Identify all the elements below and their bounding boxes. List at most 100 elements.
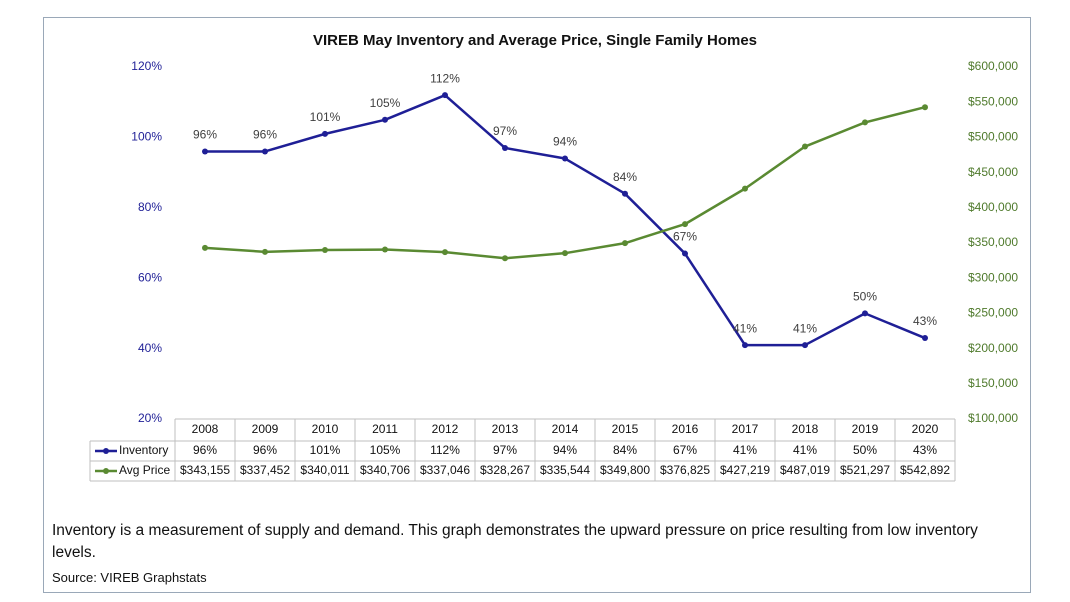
marker: [502, 144, 508, 151]
x-tick-label: 2010: [312, 422, 339, 436]
x-tick-label: 2016: [672, 422, 699, 436]
legend-marker: [103, 468, 109, 474]
y2-tick-label: $250,000: [968, 306, 1018, 320]
table-cell: $337,452: [240, 463, 290, 477]
marker: [502, 255, 508, 262]
x-tick-label: 2019: [852, 422, 879, 436]
legend-label: Inventory: [119, 443, 168, 457]
marker: [202, 244, 208, 251]
x-tick-label: 2014: [552, 422, 579, 436]
y2-tick-label: $500,000: [968, 130, 1018, 144]
data-label: 67%: [673, 230, 697, 244]
x-tick-label: 2017: [732, 422, 759, 436]
data-label: 101%: [310, 110, 341, 124]
marker: [922, 104, 928, 111]
data-label: 50%: [853, 290, 877, 304]
y-tick-label: 100%: [131, 130, 162, 144]
marker: [742, 185, 748, 192]
data-label: 94%: [553, 135, 577, 149]
table-cell: $340,011: [300, 463, 349, 477]
y2-tick-label: $450,000: [968, 165, 1018, 179]
x-tick-label: 2008: [192, 422, 219, 436]
marker: [262, 148, 268, 155]
chart: VIREB May Inventory and Average Price, S…: [89, 32, 1018, 482]
marker: [562, 155, 568, 162]
data-label: 84%: [613, 170, 637, 184]
data-label: 43%: [913, 314, 937, 328]
x-tick-label: 2012: [432, 422, 459, 436]
marker: [322, 247, 328, 254]
table-cell: 43%: [913, 443, 937, 457]
data-label: 41%: [793, 321, 817, 335]
table-cell: 112%: [430, 443, 460, 457]
table-cell: $340,706: [360, 463, 410, 477]
marker: [862, 119, 868, 126]
x-tick-label: 2020: [912, 422, 939, 436]
x-tick-label: 2009: [252, 422, 279, 436]
series-line: [204, 105, 926, 260]
marker: [442, 249, 448, 256]
data-label: 112%: [430, 71, 460, 85]
marker: [802, 342, 808, 349]
note: Inventory is a measurement of supply and…: [52, 522, 978, 561]
y2-tick-label: $300,000: [968, 270, 1018, 284]
table-cell: 67%: [673, 443, 697, 457]
table-cell: $376,825: [660, 463, 710, 477]
marker: [862, 310, 868, 317]
y2-tick-label: $350,000: [968, 235, 1018, 249]
marker: [622, 190, 628, 197]
table-cell: $542,892: [900, 463, 950, 477]
marker: [622, 240, 628, 247]
series-line: [205, 93, 926, 347]
marker: [382, 246, 388, 253]
table-cell: $521,297: [840, 463, 890, 477]
y2-tick-label: $600,000: [968, 59, 1018, 73]
x-tick-label: 2011: [372, 422, 398, 436]
y2-tick-label: $550,000: [968, 94, 1018, 108]
table-cell: 105%: [370, 443, 401, 457]
x-tick-label: 2015: [612, 422, 639, 436]
table-cell: 97%: [493, 443, 517, 457]
legend-marker: [103, 448, 109, 454]
marker: [382, 116, 388, 123]
source: Source: VIREB Graphstats: [52, 570, 207, 585]
x-tick-label: 2013: [492, 422, 519, 436]
table-cell: 94%: [553, 443, 577, 457]
table-cell: $335,544: [540, 463, 590, 477]
y-tick-label: 120%: [131, 59, 162, 73]
marker: [322, 130, 328, 137]
y2-tick-label: $200,000: [968, 341, 1018, 355]
table-cell: $328,267: [480, 463, 530, 477]
table-cell: 41%: [793, 443, 817, 457]
table-cell: $427,219: [720, 463, 770, 477]
table-cell: $349,800: [600, 463, 650, 477]
data-label: 97%: [493, 124, 517, 138]
y2-tick-label: $150,000: [968, 376, 1018, 390]
table-cell: $337,046: [420, 463, 470, 477]
table-cell: 41%: [733, 443, 757, 457]
data-label: 41%: [733, 321, 757, 335]
marker: [682, 250, 688, 257]
table-cell: 101%: [310, 443, 341, 457]
y2-tick-label: $100,000: [968, 411, 1018, 425]
chart-title: VIREB May Inventory and Average Price, S…: [313, 32, 757, 49]
y-tick-label: 60%: [138, 270, 162, 284]
y-tick-label: 40%: [138, 341, 162, 355]
data-label: 96%: [253, 128, 277, 142]
table-cell: 84%: [613, 443, 637, 457]
table-cell: 96%: [253, 443, 277, 457]
legend-label: Avg Price: [119, 463, 170, 477]
marker: [922, 335, 928, 342]
marker: [562, 250, 568, 257]
table-cell: 96%: [193, 443, 217, 457]
y-tick-label: 80%: [138, 200, 162, 214]
y-tick-label: 20%: [138, 411, 162, 425]
frame: [43, 17, 1031, 593]
marker: [742, 342, 748, 349]
table-cell: 50%: [853, 443, 877, 457]
marker: [802, 143, 808, 150]
marker: [442, 92, 448, 99]
marker: [682, 221, 688, 228]
x-tick-label: 2018: [792, 422, 819, 436]
